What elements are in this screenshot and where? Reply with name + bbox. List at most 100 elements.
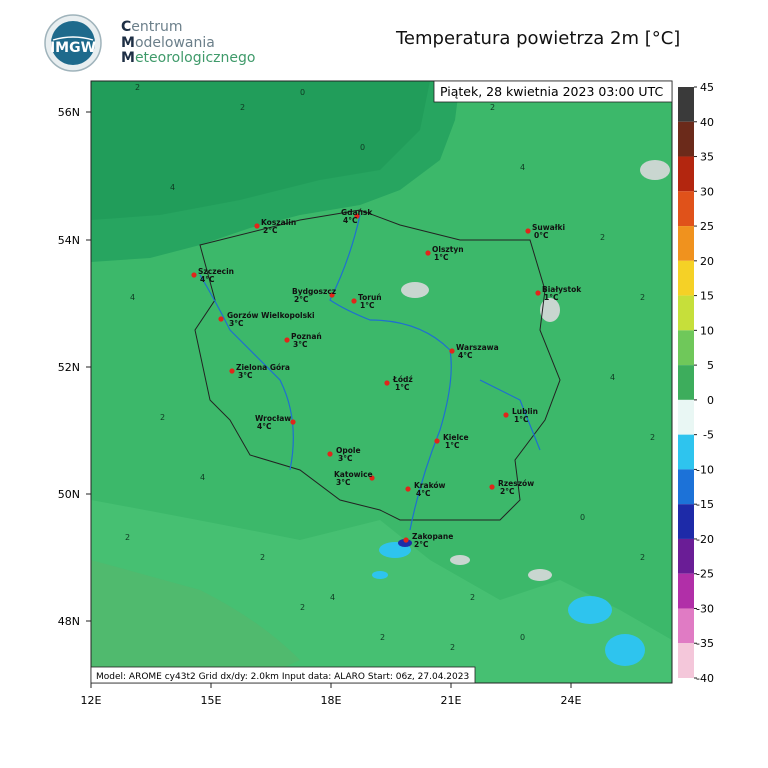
colorbar-label: 30 (700, 185, 714, 198)
lon-label: 21E (441, 694, 462, 707)
city-name: Bydgoszcz (292, 287, 336, 296)
contour-label: 2 (600, 233, 605, 242)
logo-wave (52, 36, 94, 41)
colorbar-label: -25 (696, 568, 714, 581)
colorbar-segment (678, 538, 694, 574)
lat-label: 50N (58, 488, 80, 501)
city-temp: 4°C (343, 216, 358, 225)
city-temp: 4°C (416, 489, 431, 498)
city-name: Łódź (392, 375, 413, 384)
rivers (199, 214, 541, 531)
city-name: Rzeszów (498, 479, 534, 488)
colorbar-label: -15 (696, 498, 714, 511)
contour-label: 4 (200, 473, 205, 482)
contour-label: 2 (490, 103, 495, 112)
city-dot (254, 223, 260, 229)
colorbar-label: 0 (707, 394, 714, 407)
cities: Koszalin2°CGdańsk4°CSuwałki0°CSzczecin4°… (191, 208, 582, 549)
city-dot (449, 348, 455, 354)
colorbar-label: 15 (700, 290, 714, 303)
logo: IMGW (44, 14, 102, 72)
border (194, 209, 561, 521)
city-dot (229, 368, 235, 374)
city-name: Gdańsk (341, 208, 373, 217)
contour-label: 0 (580, 513, 585, 522)
city-name: Białystok (542, 285, 582, 294)
colorbar: 45 40 35 30 25 20 15 10 5 0 -5 -10 -15 -20 -25 -30 -35 -4… (678, 81, 714, 685)
institute-line: Meteorologicznego (121, 50, 256, 66)
city-temp: 3°C (336, 478, 351, 487)
contour-label: 0 (360, 143, 365, 152)
contour-label: 2 (650, 433, 655, 442)
colorbar-segment (678, 226, 694, 261)
colorbar-label: 10 (700, 324, 714, 337)
city-dot (354, 213, 360, 219)
lon-label: 18E (321, 694, 342, 707)
colorbar-label: -35 (696, 637, 714, 650)
contour-label: 2 (160, 413, 165, 422)
lat-label: 56N (58, 106, 80, 119)
city-temp: 2°C (500, 487, 515, 496)
city-name: Opole (336, 446, 361, 455)
contour-label: 4 (130, 293, 135, 302)
colorbar-label: -20 (696, 533, 714, 546)
footer: Model: AROME cy43t2 Grid dx/dy: 2.0km In… (96, 672, 469, 682)
city-temp: 1°C (445, 441, 460, 450)
city-name: Toruń (358, 293, 382, 302)
city-dot (503, 412, 509, 418)
colorbar-segment (678, 608, 694, 644)
city-dot (535, 290, 541, 296)
colorbar-segment (678, 504, 694, 539)
contour-label: 0 (520, 633, 525, 642)
city-name: Warszawa (456, 343, 499, 352)
contour-label: 2 (135, 83, 140, 92)
contour-label: 2 (380, 633, 385, 642)
colorbar-label: 20 (700, 255, 714, 268)
city-temp: 1°C (395, 383, 410, 392)
contour-label: 2 (240, 103, 245, 112)
lat-label: 54N (58, 234, 80, 247)
city-dot (351, 298, 357, 304)
city-name: Katowice (334, 470, 373, 479)
city-temp: 2°C (414, 540, 429, 549)
colorbar-segment (678, 434, 694, 470)
city-dot (290, 419, 296, 425)
city-temp: 1°C (434, 253, 449, 262)
city-dot (425, 250, 431, 256)
colorbar-label: -5 (703, 429, 714, 442)
colorbar-segment (678, 573, 694, 609)
city-name: Szczecin (198, 267, 234, 276)
colorbar-segment (678, 156, 694, 192)
city-dot (384, 380, 390, 386)
city-name: Zielona Góra (236, 363, 290, 372)
lat-label: 52N (58, 361, 80, 374)
colorbar-segment (678, 295, 694, 331)
colorbar-segment (678, 191, 694, 227)
contour-label: 2 (125, 533, 130, 542)
date-box (433, 80, 673, 103)
contour-label: 2 (470, 593, 475, 602)
city-temp: 4°C (200, 275, 215, 284)
city-name: Kielce (443, 433, 469, 442)
city-temp: 3°C (293, 340, 308, 349)
city-dot (284, 337, 290, 343)
city-temp: 1°C (514, 415, 529, 424)
colorbar-label: -40 (696, 672, 714, 685)
colorbar-segment (678, 643, 694, 678)
colorbar-label: 35 (700, 151, 714, 164)
city-dot (369, 475, 375, 481)
city-name: Olsztyn (432, 245, 464, 254)
city-dot (403, 537, 409, 543)
colorbar-segment (678, 330, 694, 366)
colorbar-segment (678, 260, 694, 296)
cold-spots (372, 542, 645, 666)
city-dot (489, 484, 495, 490)
colorbar-segment (678, 469, 694, 505)
colorbar-label: 45 (700, 81, 714, 94)
colorbar-segment (678, 399, 694, 435)
contour-label: 4 (520, 163, 525, 172)
institute: Centrum Modelowania Meteorologicznego (121, 19, 256, 67)
